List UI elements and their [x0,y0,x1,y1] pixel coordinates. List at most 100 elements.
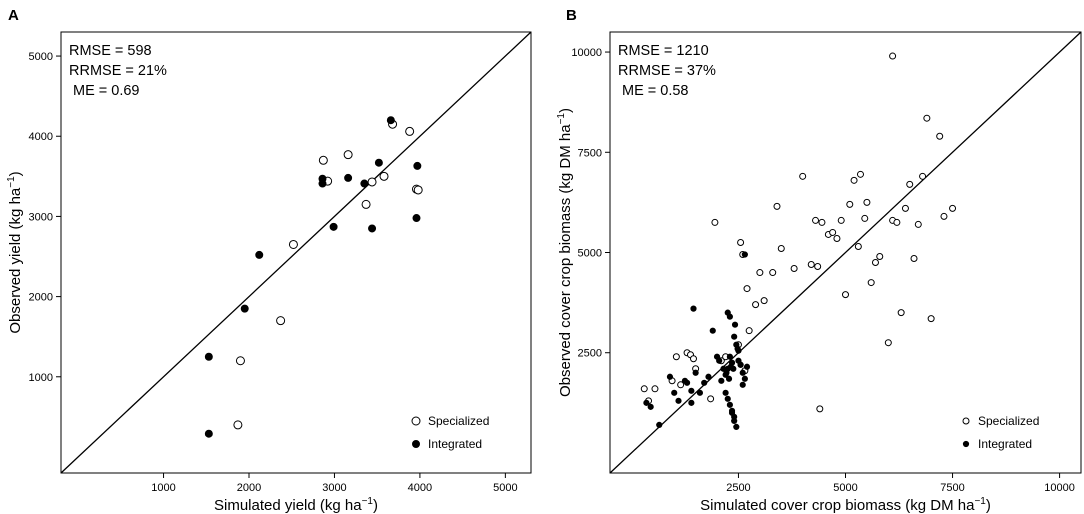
integrated-point [739,369,746,376]
legend-label-specialized: Specialized [428,414,489,428]
specialized-point [235,356,245,366]
panel-a: A 1000 2000 3000 4000 5000 1000 2000 3000 4000 500… [6,7,532,514]
y-tick-label: 5000 [578,248,602,260]
specialized-point [812,216,820,224]
specialized-point [927,315,935,323]
integrated-point [329,222,338,231]
integrated-point [368,224,377,233]
integrated-point [656,421,663,428]
specialized-point [367,177,377,187]
x-tick-label: 2500 [726,482,750,494]
specialized-point [276,316,286,326]
y-tick-label: 2500 [578,348,602,360]
specialized-point [288,239,298,249]
integrated-point [701,379,708,386]
y-axis-title: Observed cover crop biomass (kg DM ha−1) [556,108,574,397]
integrated-point [412,214,421,223]
x-tick-label: 7500 [940,482,964,494]
integrated-point [731,417,738,424]
specialized-point [940,212,948,220]
one-to-one-line [609,31,1082,474]
specialized-point [816,405,824,413]
integrated-point [204,429,213,438]
stat-line: ME = 0.69 [73,83,140,99]
specialized-point [773,202,781,210]
integrated-point [728,359,736,366]
specialized-point [413,185,423,195]
integrated-point [413,161,422,170]
stat-line: RMSE = 598 [69,43,152,59]
integrated-point [731,333,738,340]
y-tick-label: 7500 [578,147,602,159]
y-tick-label: 2000 [29,292,53,304]
specialized-point [863,198,871,206]
specialized-point [876,253,884,261]
specialized-point [871,259,879,267]
legend-label-integrated: Integrated [428,437,482,451]
legend-label-integrated: Integrated [978,437,1032,451]
y-axis-title: Observed yield (kg ha−1) [6,171,24,333]
specialized-point [777,244,785,252]
one-to-one-line [60,31,532,474]
y-tick-label: 5000 [29,51,53,63]
stat-line: ME = 0.58 [622,83,689,99]
specialized-point [790,265,798,273]
integrated-point [724,395,731,402]
specialized-point [833,234,841,242]
y-tick-label: 1000 [29,372,53,384]
specialized-point [737,238,745,246]
specialized-point [949,204,957,212]
specialized-point [906,180,914,188]
integrated-point [733,423,740,430]
stat-line: RRMSE = 37% [618,63,716,79]
integrated-point [683,379,691,386]
specialized-point [769,269,777,277]
integrated-point [643,399,650,406]
integrated-point [688,399,695,406]
integrated-point [741,251,748,258]
specialized-point [756,269,764,277]
integrated-point [255,250,264,259]
specialized-point [640,385,648,393]
x-axis-title: Simulated yield (kg ha−1) [214,496,378,514]
integrated-point [690,305,697,312]
specialized-point [672,353,680,361]
stat-line: RRMSE = 21% [69,63,167,79]
y-tick-label: 3000 [29,211,53,223]
integrated-point [688,387,695,394]
integrated-point [718,377,725,384]
x-tick-label: 3000 [322,482,346,494]
legend-marker-integrated [412,440,420,448]
integrated-point [730,365,737,372]
integrated-point [716,357,723,364]
integrated-point [666,373,674,380]
integrated-point [386,116,395,125]
x-axis-title: Simulated cover crop biomass (kg DM ha−1… [700,496,991,514]
integrated-point [204,352,213,361]
integrated-point [705,373,712,380]
specialized-point [651,385,659,393]
specialized-point [829,228,837,236]
panel-label: A [8,7,19,24]
specialized-point [837,216,845,224]
integrated-point [374,158,383,167]
x-tick-label: 1000 [151,482,175,494]
integrated-point [692,369,699,376]
specialized-point [893,218,901,226]
specialized-point [379,171,389,181]
specialized-point [814,263,822,271]
y-tick-label: 10000 [571,47,602,59]
specialized-point [233,420,243,430]
specialized-point [318,155,328,165]
specialized-point [846,200,854,208]
integrated-point [318,179,327,188]
specialized-point [743,285,751,293]
specialized-point [752,301,760,309]
specialized-point [867,279,875,287]
integrated-point [728,409,736,416]
specialized-point [914,220,922,228]
specialized-point [707,395,715,403]
integrated-point [739,381,746,388]
integrated-point [726,313,733,320]
specialized-point [901,204,909,212]
